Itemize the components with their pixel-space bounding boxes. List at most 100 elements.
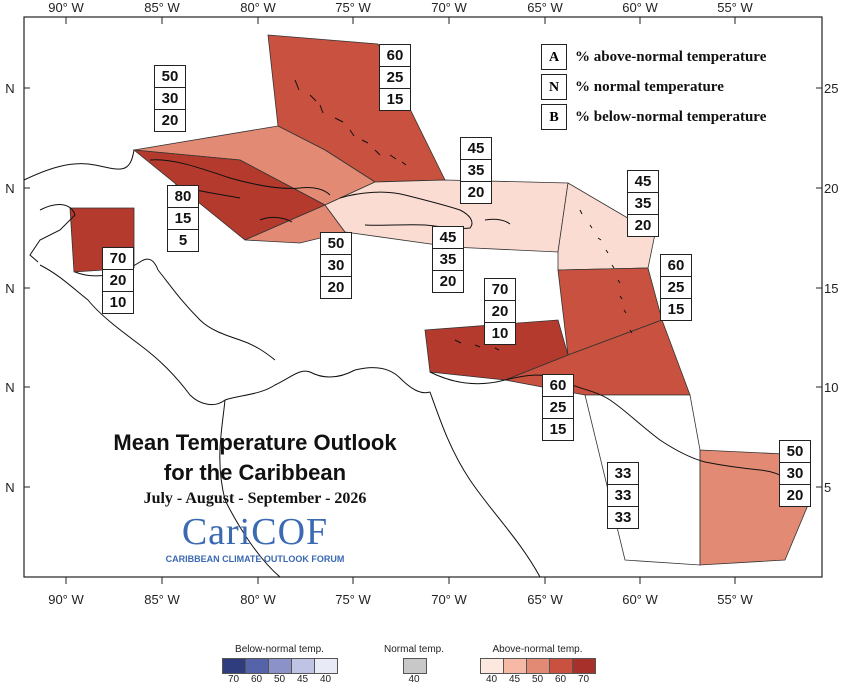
scale-below-ticks: 70 60 50 45 40 (222, 674, 337, 685)
scale-tick: 60 (250, 674, 263, 685)
longitude-label: 75° W (335, 592, 371, 607)
probability-a: 70 (485, 279, 515, 301)
longitude-label: 60° W (622, 0, 658, 15)
scale-tick: 40 (485, 674, 498, 685)
longitude-label: 90° W (48, 0, 84, 15)
longitude-label: 70° W (431, 592, 467, 607)
key-letter: A (541, 44, 567, 70)
scale-normal: Normal temp. 40 (384, 644, 444, 685)
probability-box: 45 35 20 (460, 137, 492, 204)
longitude-label: 70° W (431, 0, 467, 15)
scale-above: Above-normal temp. 40 45 50 60 70 (480, 644, 596, 685)
probability-a: 45 (461, 138, 491, 160)
logo-wordmark: CariCOF (181, 511, 329, 553)
probability-n: 25 (380, 67, 410, 89)
scale-tick: 40 (408, 674, 420, 685)
latitude-labels-left: N N N N N (5, 81, 30, 495)
scale-tick: 70 (227, 674, 240, 685)
probability-n: 35 (433, 249, 463, 271)
probability-n: 20 (485, 301, 515, 323)
key-letter: B (541, 104, 567, 130)
probability-a: 80 (168, 186, 198, 208)
forecast-period: July - August - September - 2026 (143, 490, 367, 507)
probability-b: 20 (467, 184, 485, 201)
scale-normal-title: Normal temp. (384, 644, 445, 655)
scale-normal-ticks: 40 (384, 674, 444, 685)
longitude-label: 80° W (240, 0, 276, 15)
probability-b: 33 (614, 509, 632, 526)
probability-key: A % above-normal temperature N % normal … (541, 42, 831, 132)
probability-box: 50 30 20 (779, 440, 811, 507)
longitude-label: 60° W (622, 592, 658, 607)
probability-b: 20 (786, 487, 804, 504)
scale-below-swatches (222, 658, 338, 674)
scale-above-ticks: 40 45 50 60 70 (480, 674, 595, 685)
probability-box: 60 25 15 (379, 44, 411, 111)
scale-below: Below-normal temp. 70 60 50 45 40 (222, 644, 338, 685)
longitude-labels-top: 90° W 85° W 80° W 75° W 70° W 65° W 60° W 55° W (48, 0, 753, 24)
probability-box: 60 25 15 (542, 374, 574, 441)
key-letter: N (541, 74, 567, 100)
logo-subtitle: CARIBBEAN CLIMATE OUTLOOK FORUM (165, 554, 345, 564)
probability-box: 50 30 20 (320, 232, 352, 299)
probability-a: 33 (608, 463, 638, 485)
latitude-label: N (5, 281, 14, 296)
probability-b: 20 (327, 279, 345, 296)
probability-box: 45 35 20 (627, 170, 659, 237)
longitude-label: 80° W (240, 592, 276, 607)
probability-n: 30 (780, 463, 810, 485)
probability-box: 50 30 20 (154, 65, 186, 132)
latitude-label: N (5, 181, 14, 196)
longitude-label: 85° W (144, 0, 180, 15)
scale-swatch (572, 658, 596, 674)
probability-b: 15 (667, 301, 685, 318)
probability-b: 5 (178, 232, 188, 249)
scale-swatch (245, 658, 269, 674)
longitude-label: 65° W (527, 0, 563, 15)
caricof-logo: CariCOF CARIBBEAN CLIMATE OUTLOOK FORUM (150, 512, 360, 564)
coastlines (23, 149, 806, 578)
probability-a: 45 (433, 227, 463, 249)
key-row-above: A % above-normal temperature (541, 42, 831, 72)
longitude-labels-bottom: 90° W 85° W 80° W 75° W 70° W 65° W 60° W 55° W (48, 577, 753, 607)
probability-b: 15 (549, 421, 567, 438)
scale-swatch (291, 658, 315, 674)
latitude-label: 5 (824, 480, 831, 495)
probability-n: 35 (628, 193, 658, 215)
probability-a: 70 (103, 248, 133, 270)
probability-a: 45 (628, 171, 658, 193)
scale-swatch (480, 658, 504, 674)
latitude-label: N (5, 380, 14, 395)
scale-swatch (503, 658, 527, 674)
longitude-label: 90° W (48, 592, 84, 607)
probability-n: 20 (103, 270, 133, 292)
probability-n: 33 (608, 485, 638, 507)
probability-box: 45 35 20 (432, 226, 464, 293)
probability-box: 70 20 10 (102, 247, 134, 314)
longitude-label: 55° W (717, 592, 753, 607)
key-text: % below-normal temperature (575, 108, 767, 125)
map-title-block: Mean Temperature Outlook for the Caribbe… (60, 428, 450, 508)
probability-a: 50 (155, 66, 185, 88)
scale-tick: 40 (319, 674, 332, 685)
map-title-line2: for the Caribbean (163, 460, 347, 485)
islands (294, 79, 633, 351)
latitude-label: N (5, 81, 14, 96)
probability-a: 60 (661, 255, 691, 277)
scale-swatch (402, 658, 427, 674)
scale-above-title: Above-normal temp. (492, 644, 583, 655)
scale-tick: 45 (296, 674, 309, 685)
probability-b: 10 (491, 325, 509, 342)
probability-a: 60 (380, 45, 410, 67)
map-title: Mean Temperature Outlook (113, 430, 397, 455)
longitude-label: 85° W (144, 592, 180, 607)
latitude-label: 20 (824, 181, 838, 196)
probability-a: 50 (780, 441, 810, 463)
probability-n: 15 (168, 208, 198, 230)
key-row-below: B % below-normal temperature (541, 102, 831, 132)
probability-b: 20 (161, 112, 179, 129)
probability-b: 10 (109, 294, 127, 311)
latitude-labels-right: 25 20 15 10 5 (816, 81, 838, 495)
scale-normal-swatches (384, 658, 444, 674)
longitude-label: 55° W (717, 0, 753, 15)
